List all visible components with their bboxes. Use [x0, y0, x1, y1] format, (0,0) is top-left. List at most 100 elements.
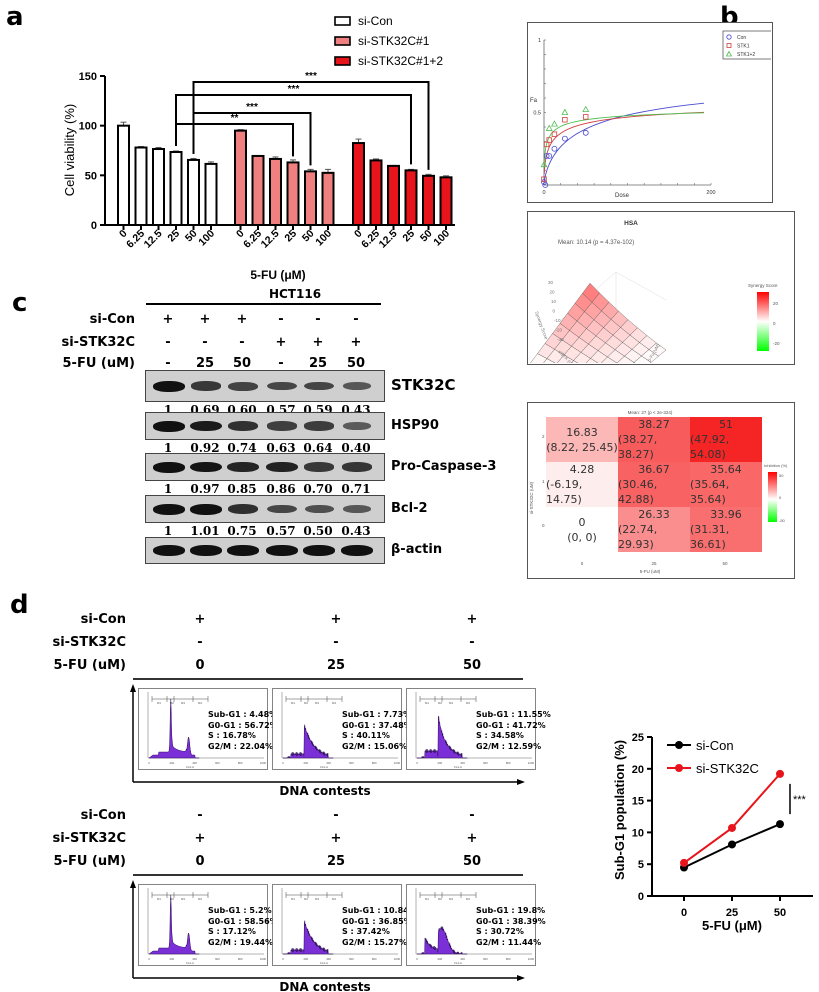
protein-band [267, 381, 297, 391]
flow-gate-label: M3 [449, 701, 453, 705]
bar [269, 157, 282, 226]
protein-band [228, 381, 258, 391]
bar [251, 154, 265, 226]
flow-stat-line: Sub-G1 : 11.55% [476, 710, 551, 719]
protein-band [227, 461, 259, 473]
condition-value: 25 [308, 356, 328, 371]
dose-effect-legend-label: STK1 [737, 44, 750, 50]
surface-colorbar-tick: -20 [773, 341, 780, 346]
bar-x-tick-label: 100 [431, 228, 452, 249]
line-series [683, 773, 781, 864]
protein-band [227, 545, 259, 556]
protein-band [266, 461, 298, 473]
flow-condition-value: - [197, 635, 203, 650]
protein-band [153, 380, 185, 392]
dose-effect-point [550, 120, 558, 127]
flow-condition-value: - [469, 808, 475, 823]
significance-bracket [192, 81, 430, 170]
heatmap-title: Mean: 27 (p < 2e-324) [628, 410, 673, 415]
blot-strip [145, 370, 385, 402]
flow-gate-label: M3 [449, 897, 453, 901]
flow-gate-label: M1 [425, 701, 429, 705]
band-quantification: 0.75 [227, 524, 257, 538]
flow-x-tick: 0 [282, 957, 284, 961]
dose-effect-legend-label: Con [737, 35, 746, 41]
flow-gate-label: M3 [315, 897, 319, 901]
flow-stat-line: G2/M : 15.06% [342, 741, 408, 751]
condition-value: + [275, 335, 287, 350]
bar-x-tick-label: 12.5 [377, 228, 400, 251]
condition-row-label: 5-FU (uM) [62, 356, 135, 371]
bar-x-tick-label: 100 [313, 228, 334, 249]
flow-stat-line: Sub-G1 : 4.48% [208, 710, 278, 719]
line-point [728, 823, 736, 832]
flow-stats: Sub-G1 : 19.8% G0-G1 : 38.39% S : 30.72% G2… [476, 906, 546, 948]
heatmap-cell: 0 (0, 0) [546, 507, 618, 552]
heatmap-x-tick: 0 [581, 561, 584, 566]
dose-effect-x-label: Dose [615, 193, 630, 199]
flow-stats: Sub-G1 : 10.84% G0-G1 : 36.85% S : 37.42% G… [342, 906, 417, 948]
flow-gate-label: M1 [425, 897, 429, 901]
flow-gate-label: M4 [198, 897, 202, 901]
flow-x-tick: 600 [215, 761, 220, 765]
flow-condition-value: 25 [326, 854, 346, 869]
flow-histogram-area [417, 715, 468, 759]
flow-x-tick: 0 [282, 761, 284, 765]
dose-effect-curve [543, 102, 705, 183]
synergy-surface-plot: HSA Mean: 10.14 (p = 4.37e-102) 30 20 10 0 -… [529, 220, 780, 400]
significance-label: *** [246, 102, 258, 113]
flow-gate-label: M4 [332, 897, 336, 901]
line-point [728, 840, 736, 849]
line-y-tick-label: 0 [638, 891, 644, 903]
protein-band [303, 462, 335, 472]
dose-effect-point [582, 129, 589, 136]
flow-x-tick: 200 [303, 957, 308, 961]
flow-histogram-area [283, 920, 334, 955]
surface-z-tick: 20 [550, 290, 556, 295]
flow-gate-label: M4 [466, 701, 470, 705]
heatmap-axes: Mean: 27 (p < 2e-324) 5-FU (uM) si-STK32… [529, 410, 788, 574]
flow-condition-label: 5-FU (uM) [53, 854, 126, 869]
flow-condition-value: + [466, 612, 478, 627]
flow-x-tick: 600 [349, 761, 354, 765]
protein-band [267, 504, 297, 514]
bar [321, 171, 335, 227]
flow-x-tick: 600 [483, 761, 488, 765]
condition-value: - [165, 356, 171, 371]
band-quantification: 0.85 [227, 482, 257, 496]
line-legend-marker [675, 741, 683, 749]
line-y-tick-label: 25 [632, 732, 644, 744]
protein-label: Pro-Caspase-3 [391, 458, 497, 474]
flow-x-tick: 600 [483, 957, 488, 961]
dose-effect-plot-frame: 1 0.5 0 200 Con STK1 STK1+2 Fa Dose [527, 22, 782, 203]
dose-effect-point [562, 117, 568, 123]
flow-x-tick: 400 [460, 957, 465, 961]
legend-label: si-Con [358, 14, 393, 28]
heatmap-ci: (31.31, 36.61) [690, 523, 730, 551]
heatmap-x-tick: 50 [722, 561, 728, 566]
band-quantification: 1.01 [190, 524, 220, 538]
flow-x-tick: 1000 [528, 957, 535, 961]
flow-x-tick: 400 [326, 957, 331, 961]
flow-x-tick: 1000 [528, 761, 535, 765]
dose-effect-point [546, 137, 552, 143]
protein-band [267, 421, 297, 431]
flow-x-axis-name: FL2-A [320, 961, 328, 965]
heatmap-ci: (8.22, 25.45) [546, 440, 618, 454]
condition-value: + [350, 335, 362, 350]
flow-stats: Sub-G1 : 11.55% G0-G1 : 41.72% S : 34.58% G… [476, 710, 551, 752]
protein-band [190, 381, 222, 391]
surface-colorbar-title: Synergy Score [748, 283, 778, 288]
line-point [776, 769, 784, 778]
line-y-tick-label: 5 [638, 859, 644, 871]
flow-condition-value: + [466, 831, 478, 846]
heatmap-cell: 16.83 (8.22, 25.45) [546, 417, 618, 462]
flow-stat-line: G2/M : 11.44% [476, 937, 542, 947]
protein-band [227, 421, 259, 431]
flow-histogram-area [148, 698, 200, 759]
heatmap-ci: (35.64, 35.64) [690, 478, 730, 506]
flow-condition-value: + [194, 831, 206, 846]
line-legend-label: si-STK32C [696, 761, 759, 776]
flow-gate-label: M2 [304, 897, 308, 901]
surface-colorbar [757, 292, 769, 351]
